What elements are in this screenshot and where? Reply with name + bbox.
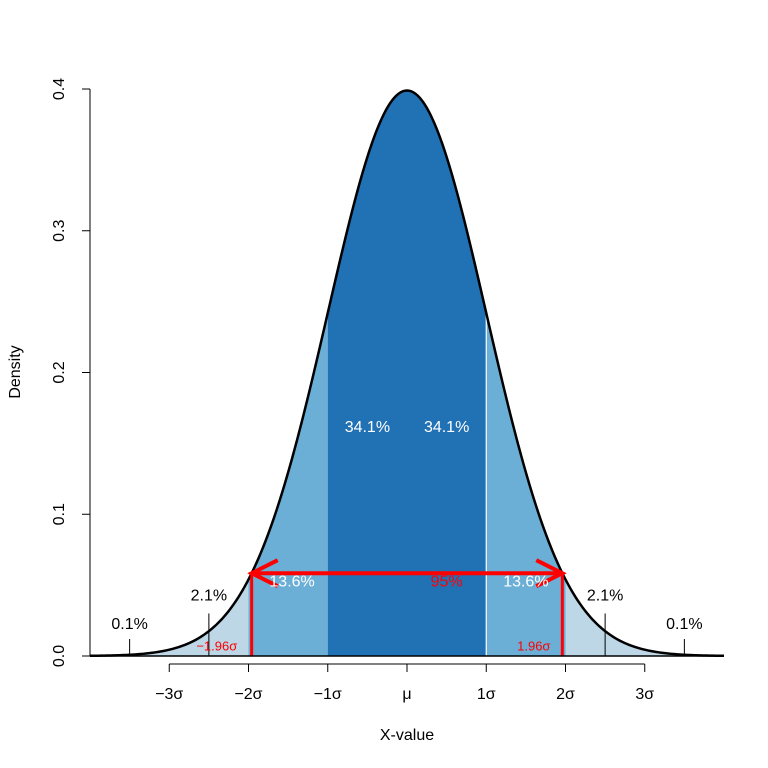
region-label-7: 0.1% — [666, 616, 702, 633]
region-label-0: 34.1% — [345, 419, 390, 436]
interval-arrow-head-left — [247, 558, 279, 589]
x-tick-label-2: −1σ — [314, 686, 342, 703]
axes-layer: 0.0 0.1 0.2 0.3 0.4 −3σ −2σ −1σ μ 1σ 2σ 3σ — [51, 78, 724, 703]
region-label-2: 13.6% — [269, 574, 314, 591]
shaded-regions — [90, 90, 724, 656]
region-label-6: 0.1% — [111, 616, 147, 633]
x-tick-label-1: −2σ — [234, 686, 262, 703]
density-curve — [89, 89, 725, 658]
interval-upper-label: 1.96σ — [517, 638, 550, 653]
x-tick-label-6: 3σ — [635, 686, 654, 703]
region-label-3: 13.6% — [503, 574, 548, 591]
y-tick-label-1: 0.1 — [51, 503, 68, 525]
interval-lower-label: −1.96σ — [196, 638, 237, 653]
y-tick-label-4: 0.4 — [51, 78, 68, 100]
region-inner-2 — [327, 90, 487, 656]
confidence-interval-layer — [247, 558, 567, 656]
interval-label: 95% — [431, 574, 463, 591]
x-tick-label-3: μ — [402, 686, 411, 703]
x-tick-label-5: 2σ — [556, 686, 575, 703]
density-curve-layer — [89, 89, 725, 658]
y-tick-label-2: 0.2 — [51, 361, 68, 383]
region-labels-layer: 34.1% 34.1% 13.6% 13.6% 2.1% 2.1% 0.1% 0.1% 95% −… — [111, 419, 703, 656]
interval-arrow-head-right — [535, 558, 567, 589]
x-tick-label-4: 1σ — [477, 686, 496, 703]
y-axis-label: Density — [7, 345, 24, 398]
region-label-5: 2.1% — [587, 588, 623, 605]
x-axis-label: X-value — [380, 727, 434, 744]
region-label-4: 2.1% — [191, 588, 227, 605]
region-label-1: 34.1% — [424, 419, 469, 436]
x-tick-label-0: −3σ — [155, 686, 183, 703]
y-tick-label-3: 0.3 — [51, 220, 68, 242]
y-tick-label-0: 0.0 — [51, 645, 68, 667]
